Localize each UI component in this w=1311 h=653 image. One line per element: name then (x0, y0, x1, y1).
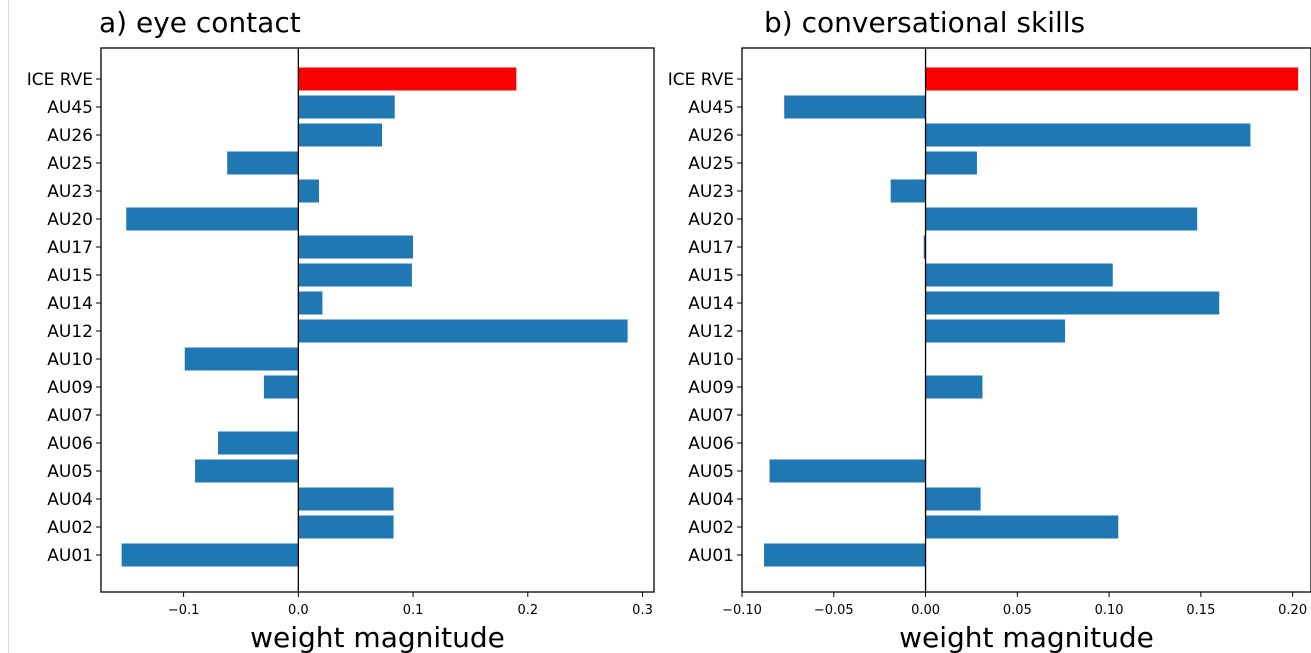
chart-title: a) eye contact (99, 6, 301, 39)
bar-au45 (298, 95, 395, 119)
x-axis-label: weight magnitude (899, 621, 1154, 653)
y-tick-label: AU09 (688, 378, 734, 398)
y-tick-label: AU05 (688, 462, 734, 482)
bar-au17 (298, 235, 414, 259)
y-tick-label: AU14 (688, 294, 734, 314)
x-tick-label: −0.05 (814, 603, 854, 618)
x-tick-label: 0.2 (517, 603, 538, 618)
x-tick-label: 0.10 (1095, 603, 1124, 618)
bar-au23 (298, 179, 319, 203)
y-tick-label: AU04 (47, 490, 93, 510)
y-tick-label: AU23 (47, 182, 93, 202)
chart-panel-eye-contact: a) eye contact ICE RVE AU45 AU26 AU25 AU23 AU2… (27, 6, 655, 653)
y-tick-label: AU04 (688, 490, 734, 510)
y-tick-label: AU26 (688, 126, 734, 146)
y-tick-label: AU06 (47, 434, 93, 454)
y-tick-label: AU10 (688, 350, 734, 370)
y-tick-label: AU02 (688, 518, 734, 538)
x-tick-label: 0.1 (403, 603, 424, 618)
y-tick-label: AU17 (688, 238, 734, 258)
bar-au26 (925, 123, 1251, 147)
bar-au26 (298, 123, 383, 147)
bar-ice-rve (925, 67, 1299, 91)
x-tick-label: 0.3 (632, 603, 653, 618)
bar-au09 (263, 375, 299, 399)
bar-au01 (764, 543, 926, 567)
bar-au05 (195, 459, 299, 483)
x-tick-label: −0.10 (722, 603, 762, 618)
y-tick-label: AU10 (47, 350, 93, 370)
x-tick-label: 0.05 (1003, 603, 1032, 618)
y-tick-label: AU12 (688, 322, 734, 342)
bar-au14 (298, 291, 323, 315)
bar-au09 (925, 375, 983, 399)
chart-panel-conversational-skills: b) conversational skills ICE RVE AU45 AU26 A… (668, 6, 1311, 653)
left-edge-rule (8, 0, 9, 653)
bar-au17 (923, 235, 926, 259)
x-tick-label: 0.15 (1186, 603, 1215, 618)
y-tick-label: AU06 (688, 434, 734, 454)
y-tick-label: AU07 (47, 406, 93, 426)
y-tick-label: AU15 (688, 266, 734, 286)
bar-au20 (925, 207, 1198, 231)
bar-au02 (298, 515, 394, 539)
y-tick-label: AU14 (47, 294, 93, 314)
y-tick-label: AU12 (47, 322, 93, 342)
y-tick-label: AU17 (47, 238, 93, 258)
bar-au14 (925, 291, 1220, 315)
bar-au12 (298, 319, 628, 343)
bar-au45 (784, 95, 926, 119)
bar-au25 (227, 151, 299, 175)
y-tick-label: ICE RVE (668, 70, 734, 90)
y-tick-label: AU45 (688, 98, 734, 118)
bar-au20 (126, 207, 299, 231)
bar-au01 (121, 543, 299, 567)
bar-au15 (298, 263, 412, 287)
y-tick-label: AU01 (47, 546, 93, 566)
bar-au04 (925, 487, 981, 511)
y-tick-label: AU07 (688, 406, 734, 426)
y-tick-label: AU09 (47, 378, 93, 398)
y-tick-label: AU20 (688, 210, 734, 230)
bar-au10 (184, 347, 299, 371)
y-tick-label: AU26 (47, 126, 93, 146)
y-tick-label: AU05 (47, 462, 93, 482)
bar-au12 (925, 319, 1066, 343)
bar-au06 (218, 431, 299, 455)
y-tick-label: ICE RVE (27, 70, 93, 90)
bar-au02 (925, 515, 1119, 539)
bar-au05 (769, 459, 926, 483)
x-tick-label: 0.20 (1278, 603, 1307, 618)
bar-au25 (925, 151, 977, 175)
x-tick-label: 0.0 (288, 603, 309, 618)
y-tick-label: AU45 (47, 98, 93, 118)
bar-au23 (890, 179, 926, 203)
y-tick-label: AU15 (47, 266, 93, 286)
bar-au15 (925, 263, 1113, 287)
y-tick-label: AU23 (688, 182, 734, 202)
x-tick-label: 0.00 (911, 603, 940, 618)
chart-title: b) conversational skills (764, 6, 1085, 39)
y-tick-label: AU02 (47, 518, 93, 538)
x-axis-label: weight magnitude (250, 621, 505, 653)
x-tick-label: −0.1 (168, 603, 200, 618)
y-tick-label: AU01 (688, 546, 734, 566)
plot-frame (741, 47, 1311, 593)
y-tick-label: AU25 (688, 154, 734, 174)
y-tick-label: AU25 (47, 154, 93, 174)
bar-au04 (298, 487, 394, 511)
y-tick-label: AU20 (47, 210, 93, 230)
plot-frame (100, 47, 655, 593)
bar-ice-rve (298, 67, 517, 91)
